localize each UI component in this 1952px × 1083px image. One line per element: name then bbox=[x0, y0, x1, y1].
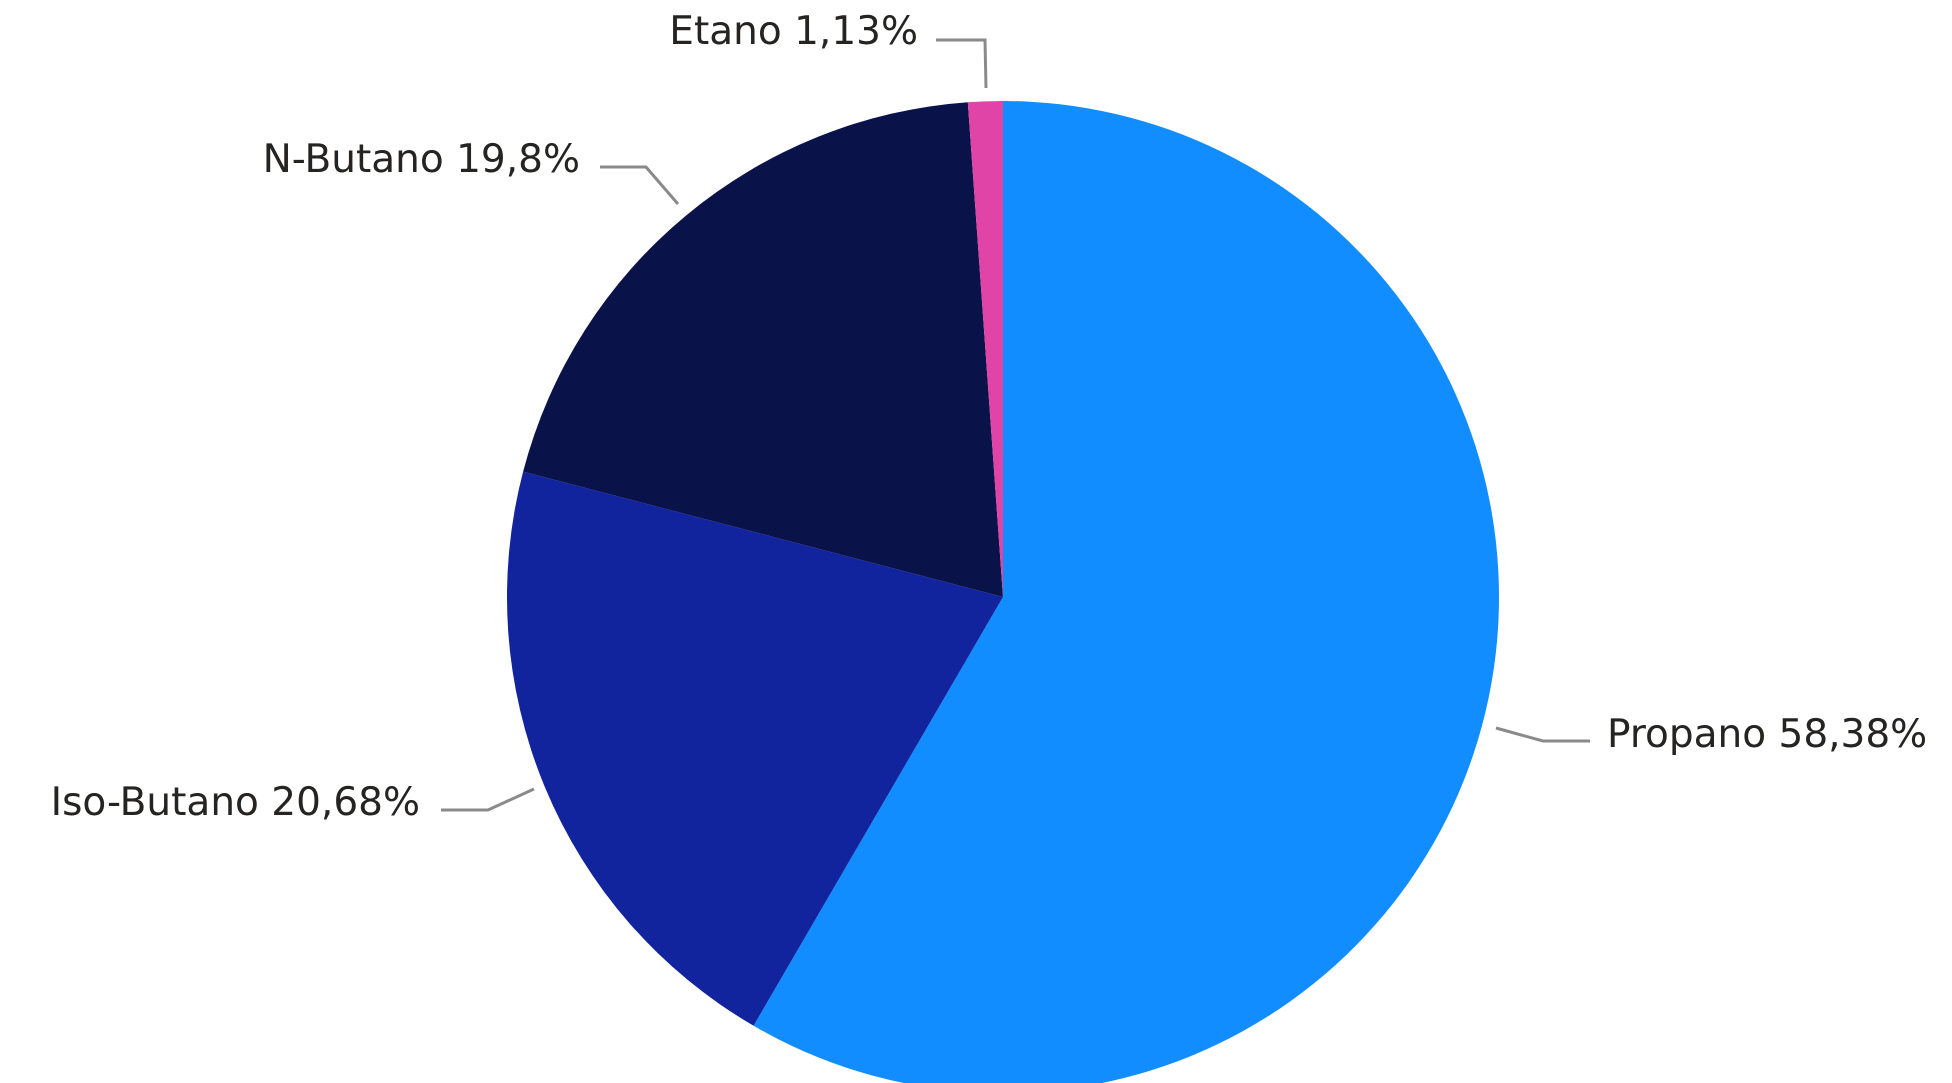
leader-line-n-butano bbox=[600, 165, 680, 205]
pie-slice-iso-butano[interactable] bbox=[506, 471, 1003, 1026]
leader-line-iso-butano bbox=[441, 787, 535, 812]
slice-label-propano: Propano 58,38% bbox=[1607, 712, 1927, 757]
leader-line-etano bbox=[936, 38, 988, 89]
slice-labels: Propano 58,38% Iso-Butano 20,68% N-Butano … bbox=[51, 9, 1928, 825]
pie-slice-n-butano[interactable] bbox=[523, 102, 1003, 597]
label-leaders bbox=[441, 38, 1590, 812]
leader-line-propano bbox=[1495, 726, 1590, 743]
pie-slice-propano[interactable] bbox=[753, 101, 1499, 1083]
slice-label-n-butano: N-Butano 19,8% bbox=[263, 137, 580, 182]
pie-slices bbox=[506, 101, 1499, 1083]
pie-slice-etano[interactable] bbox=[967, 101, 1003, 597]
slice-label-iso-butano: Iso-Butano 20,68% bbox=[51, 780, 420, 825]
slice-label-etano: Etano 1,13% bbox=[669, 9, 918, 54]
